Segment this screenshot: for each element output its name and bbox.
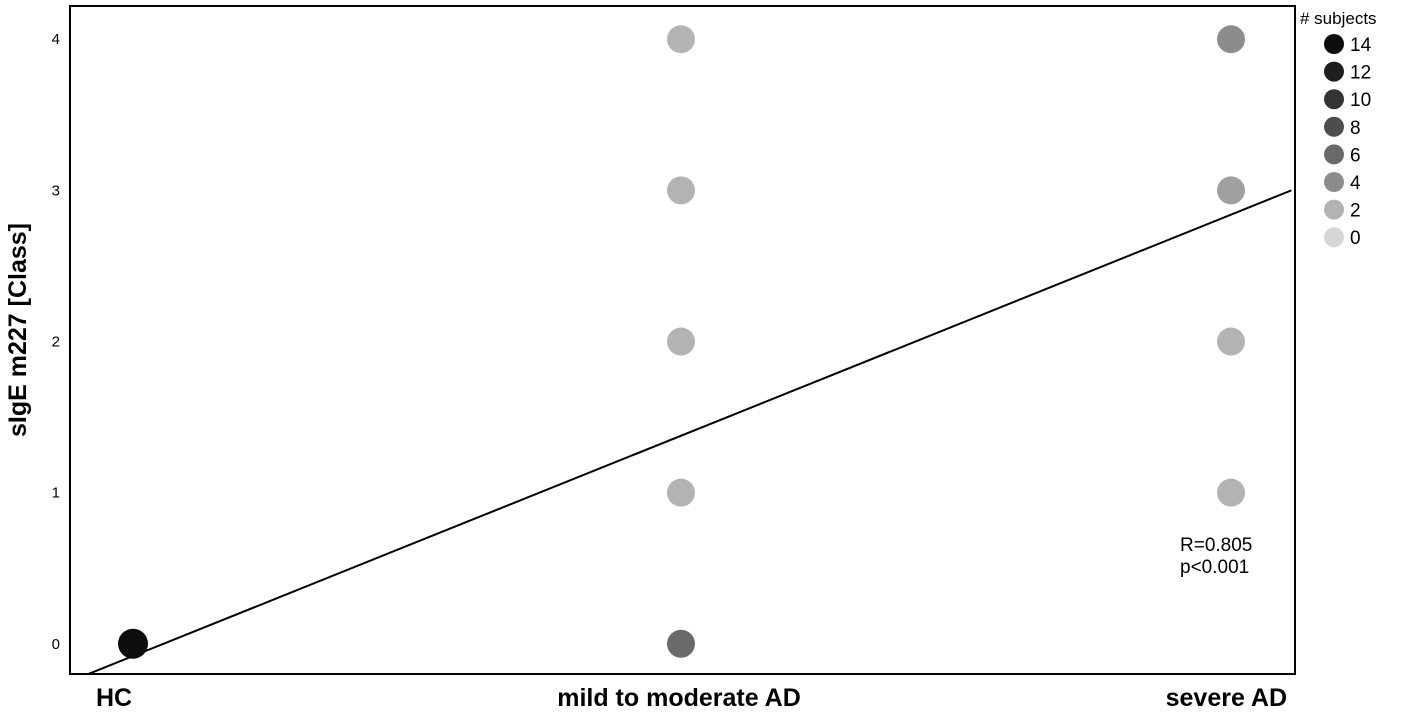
x-category-label: mild to moderate AD [557,684,801,712]
legend-label: 6 [1350,145,1361,166]
y-tick-label: 1 [52,485,60,502]
legend-swatch [1324,34,1344,54]
legend-swatch [1324,227,1344,248]
data-point [118,628,148,659]
regression-line [85,189,1292,674]
y-tick-label: 2 [52,334,60,351]
data-point [667,478,695,507]
data-point [1217,25,1245,54]
legend-label: 2 [1350,201,1361,222]
data-point [667,629,695,658]
data-points [118,25,1245,659]
legend-label: 0 [1350,228,1361,249]
r-value: R=0.805 [1180,535,1252,556]
legend-swatch [1324,172,1344,192]
legend-swatch [1324,199,1344,220]
legend-swatch [1324,89,1344,110]
y-axis-ticks: 0 1 2 3 4 [52,31,60,653]
p-value: p<0.001 [1180,557,1249,578]
legend-swatch [1324,144,1344,165]
data-point [667,176,695,205]
stats-annotation: R=0.805 p<0.001 [1180,535,1252,578]
data-point [1217,176,1245,205]
x-axis-categories: HC mild to moderate AD severe AD [96,684,1287,712]
legend-swatch [1324,61,1344,82]
y-tick-label: 0 [52,636,60,653]
legend-label: 12 [1350,63,1371,84]
y-tick-label: 4 [52,31,60,48]
legend-label: 10 [1350,90,1371,111]
data-point [1217,478,1245,507]
x-category-label: severe AD [1166,684,1287,712]
data-point [667,25,695,54]
y-tick-label: 3 [52,182,60,199]
data-point [1217,327,1245,356]
data-point [667,327,695,356]
legend-label: 4 [1350,173,1361,194]
legend-title: # subjects [1300,9,1377,28]
y-axis-label: sIgE m227 [Class] [4,223,32,437]
x-category-label: HC [96,684,132,712]
legend-label: 14 [1350,35,1372,56]
legend: # subjects 14 12 10 8 6 4 2 0 [1300,9,1377,249]
legend-label: 8 [1350,118,1361,139]
legend-swatch [1324,116,1344,137]
plot-frame [69,5,1296,675]
